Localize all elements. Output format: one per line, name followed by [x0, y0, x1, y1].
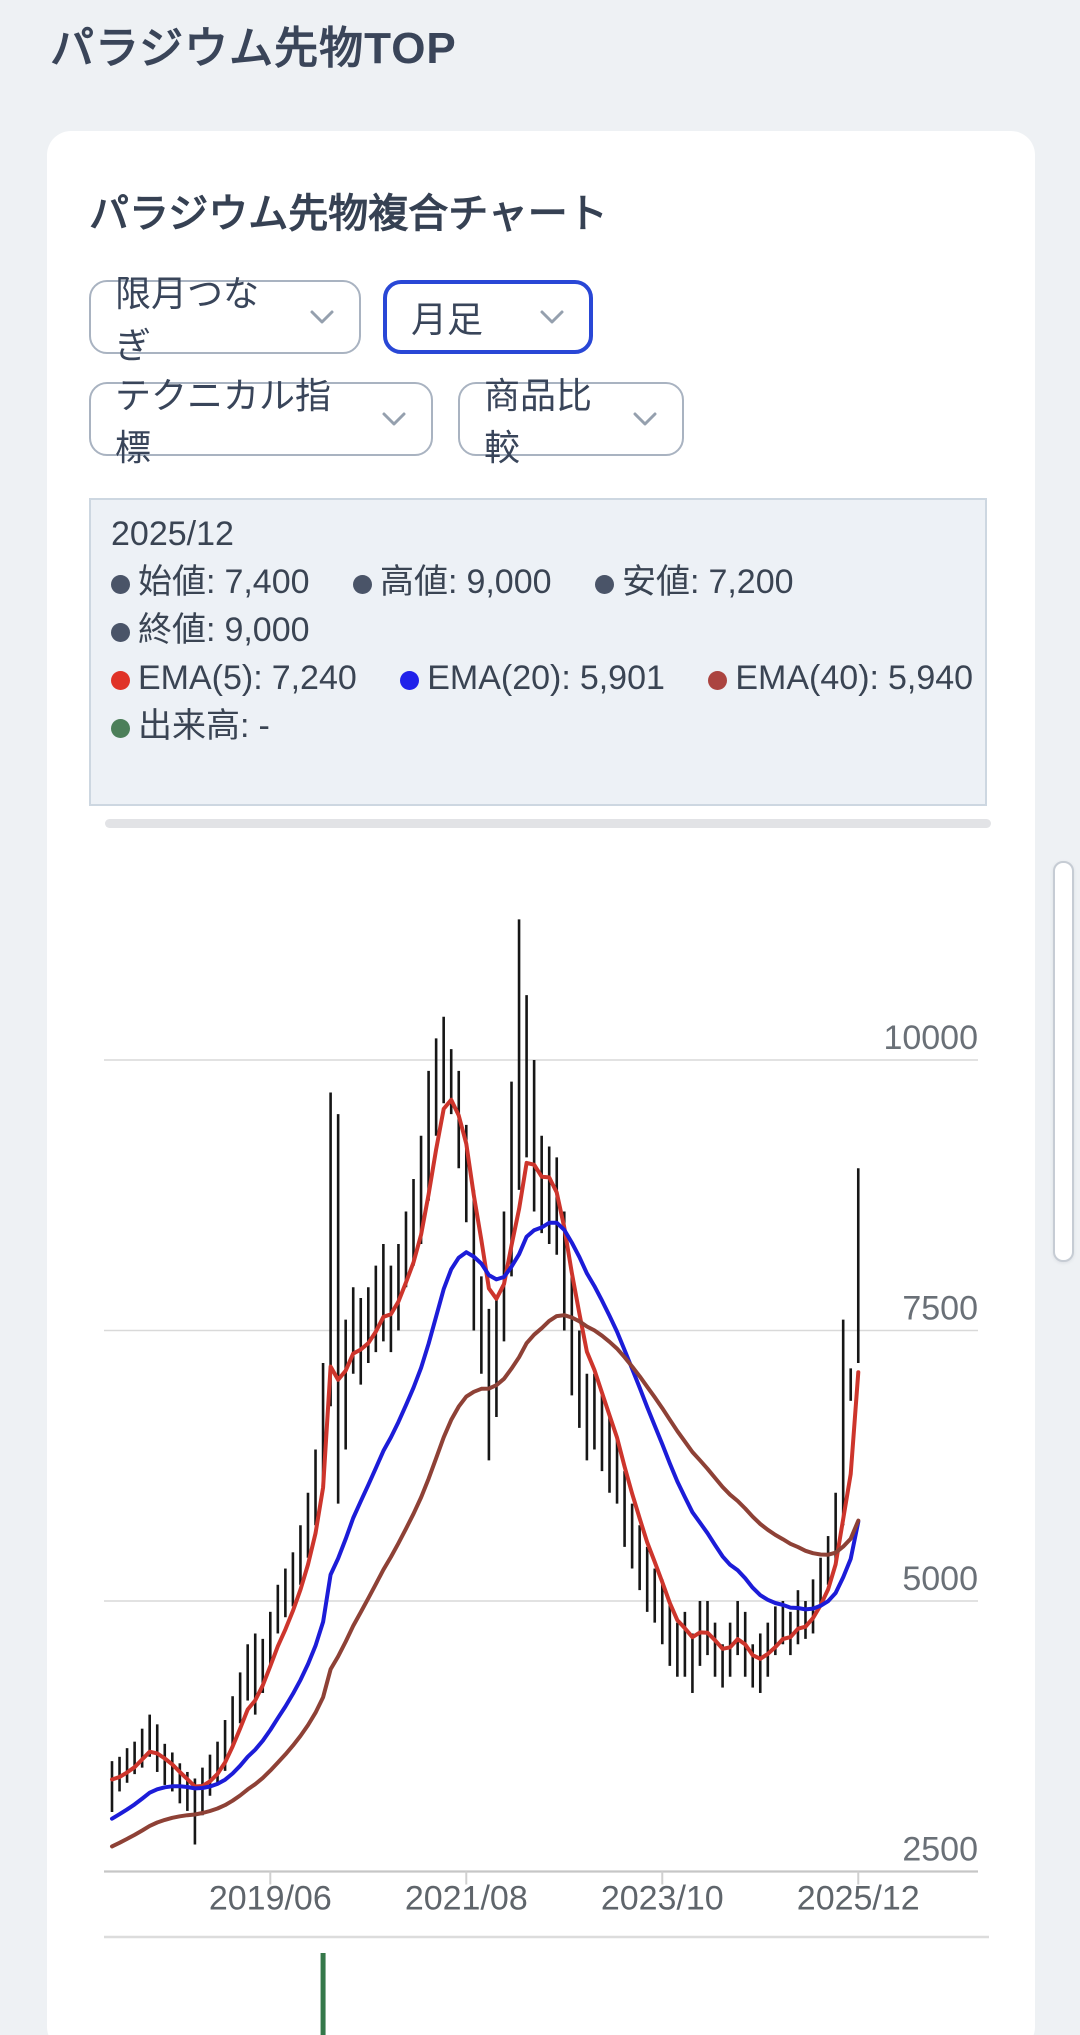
info-high-label: 高値: [380, 563, 458, 601]
info-ema20-label: EMA(20): [427, 659, 571, 697]
info-volume-value: - [258, 707, 270, 745]
chevron-down-icon [381, 411, 407, 427]
ema-line [110, 1097, 861, 1789]
info-low-label: 安値: [622, 563, 700, 601]
info-open-value: 7,400 [224, 563, 310, 601]
ema5-dot-icon [111, 671, 130, 690]
x-axis-label: 2019/06 [209, 1880, 332, 1918]
info-low-value: 7,200 [708, 563, 794, 601]
info-volume-label: 出来高: [138, 707, 250, 745]
info-low: 安値: 7,200 [595, 563, 794, 601]
close-dot-icon [111, 623, 130, 642]
ema-line [110, 1313, 861, 1849]
controls-row-1: 限月つなぎ 月足 [89, 273, 593, 366]
info-date-row: 2025/12 [111, 510, 965, 558]
info-high: 高値: 9,000 [353, 563, 552, 601]
composite-chart-card: パラジウム先物複合チャート 限月つなぎ 月足 テクニカル指標 [47, 131, 1035, 2035]
info-date: 2025/12 [111, 515, 234, 553]
x-axis-label: 2023/10 [601, 1880, 724, 1918]
volume-dot-icon [111, 719, 130, 738]
y-axis-label: 10000 [883, 1019, 978, 1057]
chart-title: パラジウム先物複合チャート [89, 192, 608, 236]
contract-select[interactable]: 限月つなぎ [89, 273, 361, 366]
info-ema40-value: 5,940 [887, 659, 974, 697]
info-ema5: EMA(5): 7,240 [111, 659, 357, 697]
ema-line [110, 1220, 861, 1821]
timeframe-select-label: 月足 [411, 299, 484, 340]
ema20-dot-icon [400, 671, 420, 690]
info-close: 終値: 9,000 [111, 611, 310, 649]
controls-row-2: テクニカル指標 商品比較 [89, 375, 684, 468]
info-close-row: 終値: 9,000 [111, 606, 965, 654]
info-ema-row: EMA(5): 7,240 EMA(20): 5,901 EMA(40): 5,940 [111, 654, 973, 702]
product-compare-select[interactable]: 商品比較 [458, 375, 684, 468]
ema40-dot-icon [708, 671, 728, 690]
low-dot-icon [595, 575, 614, 594]
x-axis-label: 2025/12 [797, 1880, 920, 1918]
info-ema20: EMA(20): 5,901 [400, 659, 665, 697]
info-ema5-value: 7,240 [271, 659, 357, 697]
technical-indicator-select[interactable]: テクニカル指標 [89, 375, 433, 468]
info-open: 始値: 7,400 [111, 563, 310, 601]
y-axis-label: 2500 [902, 1831, 978, 1869]
info-ema40-label: EMA(40): [735, 659, 879, 697]
page-title: パラジウム先物TOP [50, 24, 457, 73]
ohlc-info-panel: 2025/12 始値: 7,400 高値: 9,000 安値: 7,200 終値: 9,… [89, 498, 987, 806]
chevron-down-icon [539, 309, 565, 325]
open-dot-icon [111, 575, 130, 594]
info-close-value: 9,000 [224, 611, 310, 649]
x-axis-label: 2021/08 [405, 1880, 528, 1918]
y-axis-label: 5000 [902, 1560, 978, 1598]
volume-bar [320, 1953, 326, 2035]
technical-indicator-label: テクニカル指標 [115, 375, 332, 468]
composite-chart-canvas[interactable]: 10000 7500 5000 2500 2019/06 2021/08 2023/10 20… [0, 850, 1080, 2035]
info-ohl-row: 始値: 7,400 高値: 9,000 安値: 7,200 [111, 558, 965, 606]
y-axis-label: 7500 [902, 1290, 978, 1328]
contract-select-label: 限月つなぎ [115, 273, 260, 366]
info-ema5-label: EMA(5): [138, 659, 263, 697]
info-open-label: 始値: [138, 563, 216, 601]
chevron-down-icon [309, 309, 335, 325]
timeframe-select[interactable]: 月足 [383, 280, 593, 354]
info-ema20-value: 5,901 [579, 659, 665, 697]
product-compare-label: 商品比較 [484, 375, 593, 468]
info-ema40: EMA(40): 5,940 [708, 659, 973, 697]
info-close-label: 終値: [138, 611, 216, 649]
info-volume: 出来高: - [111, 707, 270, 745]
chevron-down-icon [632, 411, 658, 427]
vertical-scrollbar-thumb[interactable] [1053, 861, 1074, 1262]
horizontal-scrollbar[interactable] [105, 819, 991, 828]
high-dot-icon [353, 575, 372, 594]
info-volume-row: 出来高: - [111, 702, 965, 750]
info-high-value: 9,000 [466, 563, 552, 601]
